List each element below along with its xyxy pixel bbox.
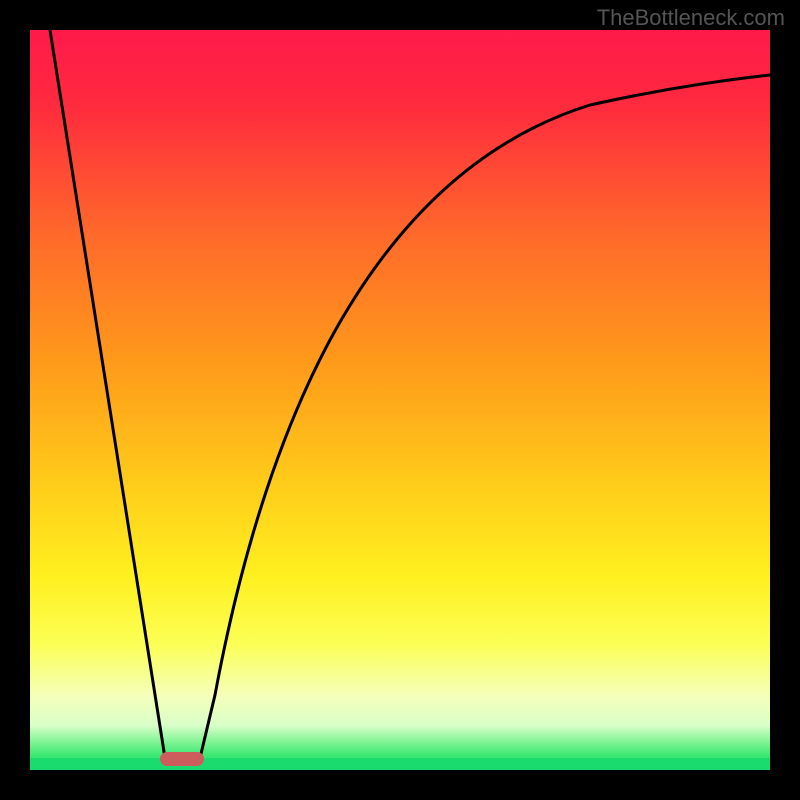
optimal-marker <box>160 752 204 766</box>
plot-area <box>30 30 770 770</box>
watermark-text: TheBottleneck.com <box>597 5 785 31</box>
chart-svg <box>30 30 770 770</box>
gradient-background <box>30 30 770 770</box>
green-strip <box>30 758 770 770</box>
